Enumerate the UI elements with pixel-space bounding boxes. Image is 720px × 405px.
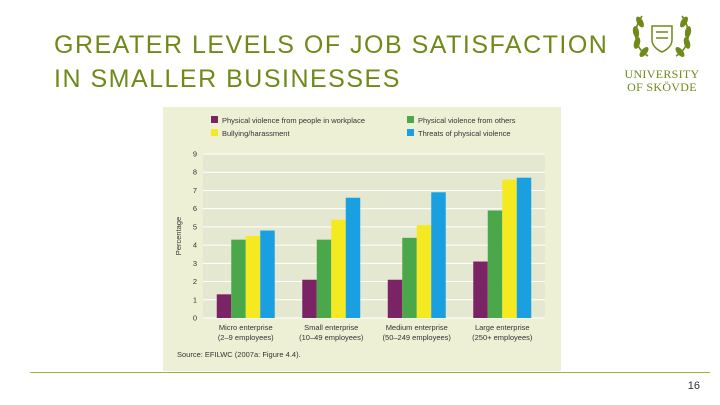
chart-panel: Physical violence from people in workpla… [163, 107, 561, 371]
bar-3-0 [473, 261, 488, 318]
bar-1-3 [345, 197, 361, 318]
bar-0-1 [231, 239, 246, 318]
y-tick-label-7: 7 [193, 186, 197, 195]
y-tick-label-4: 4 [193, 241, 197, 250]
category-sublabel-3: (250+ employees) [472, 333, 533, 342]
legend-swatch-0 [211, 116, 218, 123]
bar-3-2 [502, 179, 517, 318]
footer-divider [30, 372, 710, 373]
bar-2-0 [387, 279, 403, 318]
bar-2-1 [402, 237, 417, 318]
bar-2-2 [416, 225, 432, 318]
category-sublabel-1: (10–49 employees) [299, 333, 364, 342]
y-tick-label-5: 5 [193, 222, 197, 231]
bar-3-1 [487, 210, 503, 318]
y-tick-label-8: 8 [193, 168, 197, 177]
bar-chart: Physical violence from people in workpla… [174, 116, 545, 359]
y-tick-label-0: 0 [193, 314, 197, 323]
category-label-2: Medium enterprise [386, 323, 448, 332]
page-number: 16 [687, 380, 700, 392]
y-tick-label-6: 6 [193, 204, 197, 213]
slide-title-line-2: IN SMALLER BUSINESSES [54, 65, 401, 93]
legend-label-1: Physical violence from others [418, 116, 516, 125]
bar-1-0 [302, 279, 317, 318]
slide-title: GREATER LEVELS OF JOB SATISFACTION IN SM… [54, 28, 654, 96]
bar-0-3 [260, 230, 275, 318]
category-label-1: Small enterprise [304, 323, 358, 332]
logo-text-university: UNIVERSITY [624, 67, 700, 81]
legend-swatch-2 [211, 129, 218, 136]
category-label-0: Micro enterprise [219, 323, 273, 332]
y-axis-label: Percentage [174, 217, 183, 255]
legend-label-3: Threats of physical violence [418, 129, 511, 138]
bar-1-1 [316, 239, 332, 318]
y-tick-label-1: 1 [193, 295, 197, 304]
logo-text-skovde: OF SKÖVDE [627, 80, 697, 94]
y-tick-label-2: 2 [193, 277, 197, 286]
bar-2-3 [431, 192, 446, 318]
bar-1-2 [331, 219, 346, 318]
bar-0-0 [216, 294, 232, 318]
category-sublabel-0: (2–9 employees) [218, 333, 274, 342]
y-tick-label-3: 3 [193, 259, 197, 268]
slide-title-line-1: GREATER LEVELS OF JOB SATISFACTION [54, 31, 609, 59]
bar-0-2 [245, 236, 261, 318]
category-label-3: Large enterprise [475, 323, 530, 332]
laurel-wreath-icon [632, 15, 692, 57]
source-note: Source: EFILWC (2007a: Figure 4.4). [177, 350, 301, 359]
legend-label-2: Bullying/harassment [222, 129, 290, 138]
bar-3-3 [516, 177, 532, 318]
category-sublabel-2: (50–249 employees) [383, 333, 452, 342]
university-logo: UNIVERSITY OF SKÖVDE [622, 10, 702, 96]
legend-swatch-3 [407, 129, 414, 136]
legend-label-0: Physical violence from people in workpla… [222, 116, 365, 125]
legend-swatch-1 [407, 116, 414, 123]
y-tick-label-9: 9 [193, 150, 197, 159]
